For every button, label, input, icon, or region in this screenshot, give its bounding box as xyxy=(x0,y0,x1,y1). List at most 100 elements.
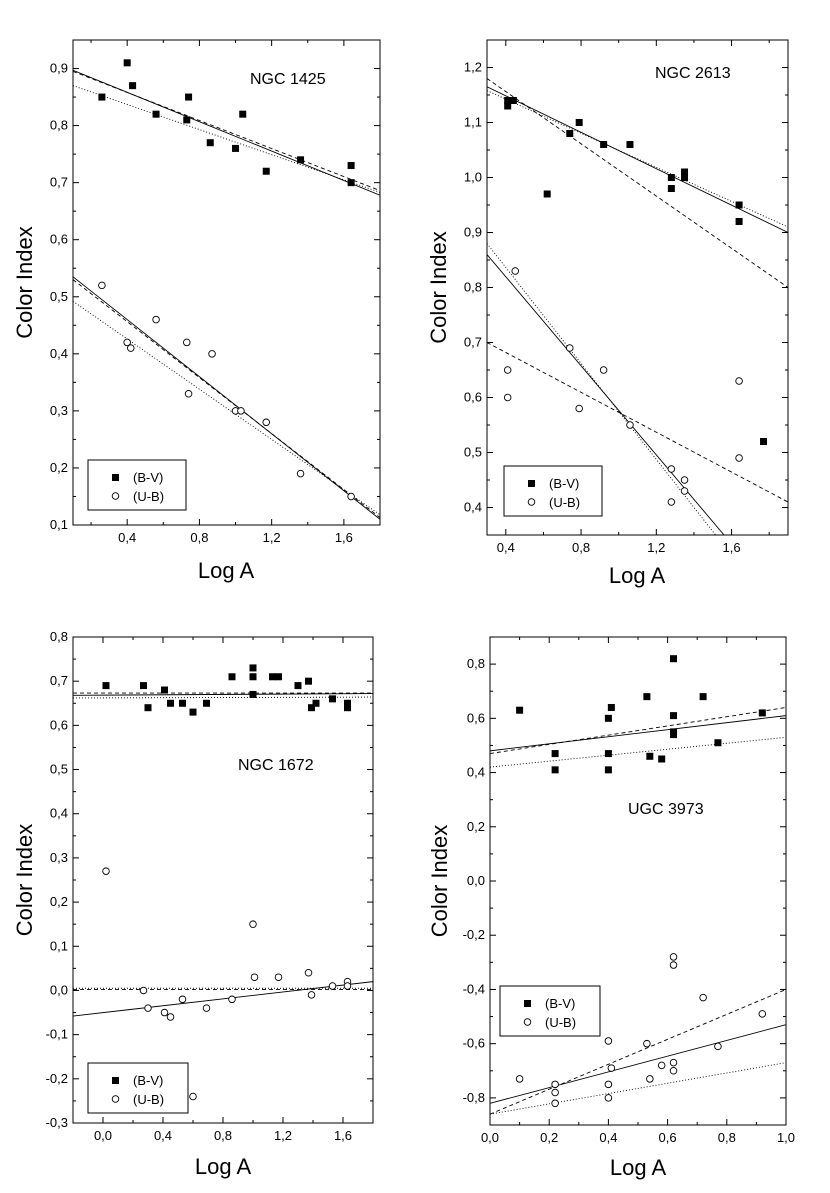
bv-point xyxy=(681,168,689,176)
bv-point xyxy=(600,141,608,148)
bv-point xyxy=(681,174,689,181)
fit-line-solid xyxy=(487,86,788,233)
y-tick-label: 0,9 xyxy=(50,61,68,76)
legend-bv-marker xyxy=(524,1000,531,1007)
legend-box xyxy=(87,459,187,511)
bv-point xyxy=(714,739,722,747)
chart-panel-2: 0,4 0,8 1,2 1,6 0,4 0,5 0,6 0,7 0,8 0,9 1,0 1,1 1,2 N… xyxy=(426,39,789,588)
y-tick-label: -0,8 xyxy=(463,1090,485,1105)
legend-ub-marker xyxy=(111,492,120,500)
chart-panel-3: 0,0 0,4 0,8 1,2 1,6 -0,3 -0,2 -0,1 0,0 0,1 0,2 0,3 0… xyxy=(12,629,374,1179)
bv-point xyxy=(667,174,675,181)
legend-bv-marker xyxy=(112,474,119,481)
y-axis-title: Color Index xyxy=(426,231,451,344)
bv-point xyxy=(643,693,651,701)
bv-point xyxy=(347,179,355,187)
x-tick-label: 0,8 xyxy=(572,540,590,555)
y-tick-label: 0,3 xyxy=(50,850,68,865)
legend-bv-marker xyxy=(528,480,535,487)
ub-point xyxy=(304,969,313,977)
ub-point xyxy=(189,1092,197,1101)
plot-frame xyxy=(72,39,381,526)
bv-point xyxy=(297,156,305,164)
x-tick-label: 0,4 xyxy=(497,540,515,555)
legend-bv-label: (B-V) xyxy=(133,470,163,485)
y-tick-label: 0,6 xyxy=(50,232,68,247)
x-tick-label: 1,2 xyxy=(274,1128,292,1143)
ub-point xyxy=(503,393,512,402)
ub-point xyxy=(347,492,355,501)
fit-line-dotted xyxy=(490,1062,786,1115)
ub-point xyxy=(127,344,135,352)
bv-point xyxy=(183,116,191,124)
bv-point xyxy=(232,144,240,152)
bv-point xyxy=(140,682,147,690)
y-tick-label: 0,0 xyxy=(50,982,68,997)
bv-point xyxy=(329,695,336,703)
fit-line-dashed xyxy=(487,342,788,503)
bv-point xyxy=(239,110,247,118)
fit-line-dotted xyxy=(487,90,788,228)
x-tick-label: 0,4 xyxy=(154,1128,172,1143)
y-tick-label: 0,4 xyxy=(467,765,485,780)
y-tick-label: -0,1 xyxy=(46,1027,68,1042)
bv-point xyxy=(626,141,634,148)
bv-point xyxy=(203,699,210,707)
bv-point xyxy=(760,438,768,445)
legend-ub-marker xyxy=(523,1018,532,1026)
y-tick-label: 0,8 xyxy=(50,118,68,133)
fit-line-dashed xyxy=(73,279,380,518)
legend-bv-label: (B-V) xyxy=(545,996,575,1011)
fit-line-solid xyxy=(490,715,786,752)
ub-point xyxy=(735,454,743,462)
bv-point xyxy=(123,59,131,67)
bv-point xyxy=(152,110,160,118)
chart-panel-1: 0,4 0,8 1,2 1,6 0,1 0,2 0,3 0,4 0,5 0,6 0,7 0,8 0,9 N… xyxy=(12,39,381,583)
ub-point xyxy=(503,366,512,374)
ub-point xyxy=(604,1037,613,1045)
ub-point xyxy=(296,469,305,478)
bv-point xyxy=(604,750,612,758)
bv-point xyxy=(543,190,551,198)
ub-point xyxy=(680,487,689,495)
y-tick-label: 0,8 xyxy=(50,629,68,644)
ub-point xyxy=(604,1080,613,1089)
ub-point xyxy=(98,281,106,290)
plot-frame xyxy=(486,39,789,536)
bv-point xyxy=(699,693,707,701)
x-axis-title: Log A xyxy=(610,1155,667,1180)
bv-point xyxy=(344,699,351,707)
bv-point xyxy=(185,93,193,101)
bv-point xyxy=(344,704,351,712)
x-tick-label: 0,0 xyxy=(481,1130,499,1145)
legend-box xyxy=(503,465,603,517)
bv-point xyxy=(504,97,512,104)
y-tick-label: -0,2 xyxy=(463,927,485,942)
ub-point xyxy=(646,1075,654,1083)
x-tick-label: 1,0 xyxy=(777,1130,795,1145)
x-tick-label: 0,0 xyxy=(94,1128,112,1143)
x-tick-label: 0,8 xyxy=(190,530,208,545)
ub-point xyxy=(250,973,259,981)
ub-point xyxy=(249,920,257,928)
bv-point xyxy=(249,673,257,681)
bv-point xyxy=(667,185,675,192)
y-tick-label: 0,6 xyxy=(50,717,68,732)
bv-point xyxy=(670,731,678,739)
bv-point xyxy=(206,139,214,147)
ub-point xyxy=(102,867,110,875)
bv-point xyxy=(735,201,743,209)
ub-point xyxy=(343,982,352,990)
ub-point xyxy=(551,1088,559,1097)
ub-point xyxy=(184,390,193,398)
bv-point xyxy=(144,704,152,712)
bv-point xyxy=(98,93,106,101)
ub-point xyxy=(262,418,270,427)
bv-point xyxy=(670,712,678,720)
bv-point xyxy=(646,752,654,760)
ub-point xyxy=(680,476,689,484)
y-tick-label: 0,7 xyxy=(464,335,482,350)
ub-point xyxy=(515,1075,524,1083)
y-tick-label: 1,1 xyxy=(464,115,482,130)
legend-ub-label: (U-B) xyxy=(545,1015,576,1030)
